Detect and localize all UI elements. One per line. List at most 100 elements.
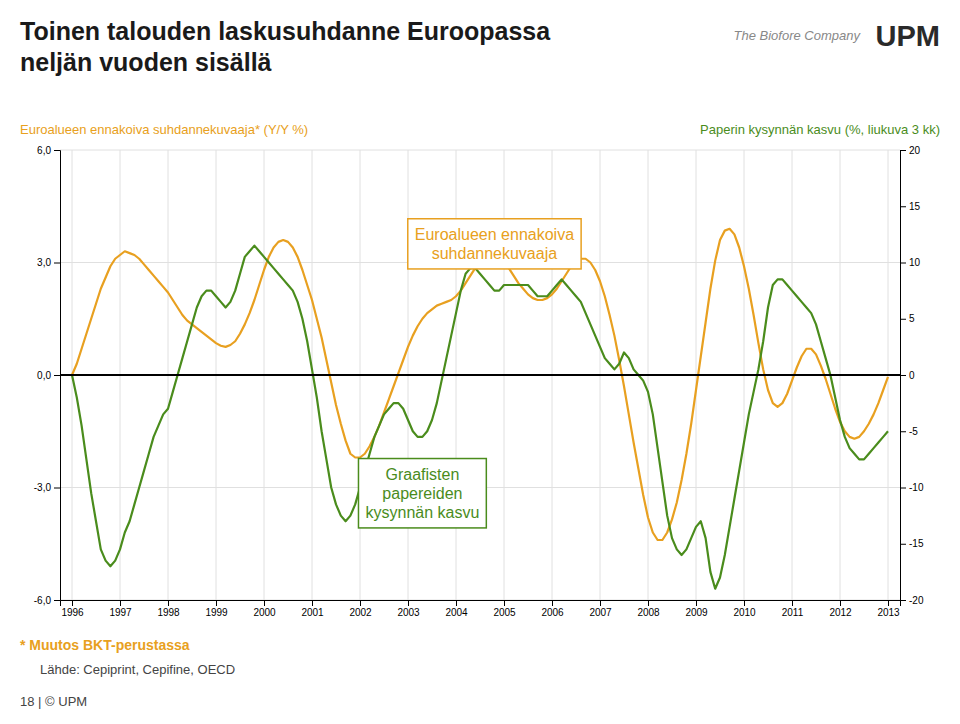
- y2-tick: 5: [900, 313, 915, 324]
- x-tick: 1999: [205, 600, 228, 618]
- y2-tick-label: -15: [909, 538, 924, 549]
- y-tick-label: -6,0: [34, 595, 52, 606]
- x-tick: 2005: [493, 600, 516, 618]
- y-axis-domain: [54, 151, 61, 601]
- x-tick-label: 1999: [205, 607, 228, 618]
- series-group: [72, 229, 888, 589]
- x-tick-label: 2009: [685, 607, 708, 618]
- y2-tick-label: 5: [909, 313, 915, 324]
- x-tick-mark: [72, 600, 73, 606]
- y-axis: -6,0 -3,0 0,0 3,0 6,0: [34, 145, 61, 606]
- series-line: [72, 246, 888, 589]
- y2-tick: -5: [900, 426, 918, 437]
- y2-tick-mark: [900, 319, 906, 320]
- x-tick-label: 2005: [493, 607, 516, 618]
- y2-tick-label: -5: [909, 426, 918, 437]
- y-tick-mark: [54, 150, 60, 151]
- x-tick-label: 2000: [253, 607, 276, 618]
- x-tick-mark: [888, 600, 889, 606]
- y2-tick-label: 0: [909, 370, 915, 381]
- zero-line-group: [60, 375, 900, 376]
- x-tick-mark: [408, 600, 409, 606]
- chart-svg: 1996199719981999200020012002200320042005…: [0, 0, 960, 724]
- y2-axis-title: Paperin kysynnän kasvu (%, liukuva 3 kk): [700, 122, 940, 137]
- y2-tick-mark: [900, 263, 906, 264]
- x-tick-mark: [648, 600, 649, 606]
- footnote: Lähde: Cepiprint, Cepifine, OECD: [40, 662, 235, 677]
- x-tick-label: 2007: [589, 607, 612, 618]
- y-tick: 0,0: [37, 370, 60, 381]
- y2-tick: 10: [900, 257, 921, 268]
- x-tick: 1996: [61, 600, 84, 618]
- y-axis-title: Euroalueen ennakoiva suhdannekuvaaja* (Y…: [20, 122, 308, 137]
- y-tick-label: -3,0: [34, 482, 52, 493]
- x-tick-label: 2012: [829, 607, 852, 618]
- y-tick-mark: [54, 263, 60, 264]
- footnote: * Muutos BKT-perustassa: [20, 637, 190, 653]
- title-line: neljän vuoden sisällä: [20, 48, 272, 76]
- x-tick-mark: [360, 600, 361, 606]
- x-tick-label: 1998: [157, 607, 180, 618]
- x-tick: 2012: [829, 600, 852, 618]
- x-tick: 2006: [541, 600, 564, 618]
- y-tick-label: 6,0: [37, 145, 51, 156]
- y-tick: 6,0: [37, 145, 60, 156]
- x-tick: 2011: [782, 600, 804, 618]
- x-tick: 2007: [589, 600, 612, 618]
- x-tick: 2010: [733, 600, 756, 618]
- chart-container: 1996199719981999200020012002200320042005…: [0, 0, 960, 724]
- x-tick: 1998: [157, 600, 180, 618]
- x-tick-mark: [456, 600, 457, 606]
- x-tick-label: 2013: [877, 607, 900, 618]
- x-tick-mark: [120, 600, 121, 606]
- annotation: Euroalueen ennakoivasuhdannekuvaaja: [408, 219, 581, 269]
- annotation-box: [358, 459, 486, 528]
- x-tick-label: 2006: [541, 607, 564, 618]
- plot-area: 1996199719981999200020012002200320042005…: [34, 145, 924, 618]
- annotation-line: Graafisten: [385, 466, 459, 483]
- y2-tick-label: -10: [909, 482, 924, 493]
- x-tick-label: 2011: [782, 607, 804, 618]
- y2-tick-mark: [900, 206, 906, 207]
- grid: [60, 150, 900, 600]
- x-tick-label: 2003: [397, 607, 420, 618]
- x-tick-mark: [216, 600, 217, 606]
- annotation-box: [408, 219, 581, 269]
- x-tick-label: 1997: [109, 607, 132, 618]
- x-axis-domain: [61, 601, 901, 607]
- y2-tick: -20: [900, 595, 924, 606]
- y2-axis-domain: [901, 151, 907, 601]
- annotations: Euroalueen ennakoivasuhdannekuvaaja Graaf…: [358, 219, 581, 528]
- annotation-text: Euroalueen ennakoivasuhdannekuvaaja: [415, 226, 574, 262]
- y2-tick-mark: [900, 431, 906, 432]
- x-tick: 2004: [445, 600, 468, 618]
- x-tick-mark: [168, 600, 169, 606]
- y2-tick: 20: [900, 145, 921, 156]
- grid-line-y: [60, 150, 900, 151]
- y2-tick-mark: [900, 544, 906, 545]
- logo-subtitle: The Biofore Company: [734, 28, 862, 43]
- x-tick: 2009: [685, 600, 708, 618]
- annotation-line: kysynnän kasvu: [365, 504, 479, 521]
- y2-tick: -10: [900, 482, 924, 493]
- y2-tick-mark: [900, 488, 906, 489]
- title-line: Toinen talouden laskusuhdanne Euroopassa: [20, 17, 551, 45]
- y-tick: -6,0: [34, 595, 60, 606]
- x-tick-mark: [696, 600, 697, 606]
- y-tick-mark: [54, 488, 60, 489]
- x-tick: 2000: [253, 600, 276, 618]
- x-tick: 2013: [877, 600, 900, 618]
- y2-tick: 15: [900, 201, 921, 212]
- footnote: 18 | © UPM: [20, 694, 87, 709]
- y2-tick-mark: [900, 375, 906, 376]
- x-tick-mark: [840, 600, 841, 606]
- x-tick: 1997: [109, 600, 132, 618]
- x-tick: 2002: [349, 600, 372, 618]
- y-tick-label: 3,0: [37, 257, 51, 268]
- y2-axis: -20 -15 -10 -5 0 5 10 15 20: [900, 145, 924, 606]
- grid-line-y: [60, 375, 900, 376]
- x-tick: 2001: [301, 600, 324, 618]
- y2-tick-label: 10: [909, 257, 921, 268]
- title: Toinen talouden laskusuhdanne Euroopassa…: [20, 17, 551, 76]
- annotation-text: Graafistenpapereidenkysynnän kasvu: [365, 466, 479, 521]
